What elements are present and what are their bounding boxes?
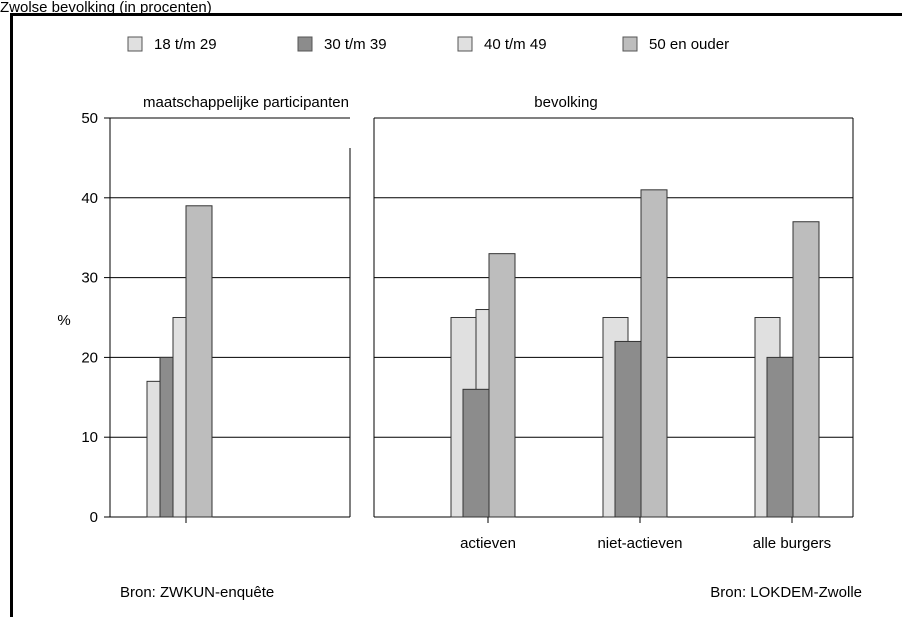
x-tick-label: niet-actieven [597, 535, 682, 552]
legend-label-3: 50 en ouder [649, 36, 729, 53]
y-tick-labels: 0 10 20 30 40 50 [81, 110, 98, 526]
y-tick-label: 30 [81, 270, 98, 287]
left-bars [146, 205, 213, 518]
right-source: Bron: LOKDEM-Zwolle [710, 584, 862, 601]
y-tick-label: 50 [81, 110, 98, 127]
left-source: Bron: ZWKUN-enquête [120, 584, 274, 601]
legend-swatch-2 [457, 36, 473, 52]
left-panel: maatschappelijke participanten % 0 10 20 30… [57, 94, 351, 601]
bar-0-series-1 [462, 388, 490, 518]
bar-1-series-1 [614, 340, 642, 518]
legend-swatch-1 [297, 36, 313, 52]
bar-left-series-3 [185, 205, 213, 518]
legend: 18 t/m 29 30 t/m 39 40 t/m 49 50 en ouder [127, 36, 729, 53]
right-panel-title: bevolking [534, 94, 597, 111]
bar-left-series-2 [172, 317, 187, 518]
bar-left-series-0 [146, 380, 161, 518]
legend-swatch-0 [127, 36, 143, 52]
right-bars [450, 189, 820, 518]
y-tick-label: 40 [81, 190, 98, 207]
y-axis-label: % [57, 312, 70, 329]
x-tick-label: alle burgers [753, 535, 831, 552]
bar-0-series-3 [488, 253, 516, 518]
right-panel: bevolking actieven niet-actieven alle burg… [373, 94, 862, 601]
legend-label-0: 18 t/m 29 [154, 36, 217, 53]
y-tick-label: 10 [81, 429, 98, 446]
bar-2-series-3 [792, 221, 820, 518]
left-gridlines [104, 117, 351, 523]
legend-label-2: 40 t/m 49 [484, 36, 547, 53]
legend-label-1: 30 t/m 39 [324, 36, 387, 53]
y-tick-label: 20 [81, 349, 98, 366]
y-tick-label: 0 [90, 509, 98, 526]
legend-swatch-3 [622, 36, 638, 52]
header-text: Zwolse bevolking (in procenten) [0, 0, 212, 16]
x-tick-label: actieven [460, 535, 516, 552]
bar-2-series-1 [766, 356, 794, 518]
bar-left-series-1 [159, 356, 174, 518]
bar-1-series-3 [640, 189, 668, 518]
figure-frame [10, 13, 902, 617]
left-panel-title: maatschappelijke participanten [143, 94, 349, 111]
x-tick-labels: actieven niet-actieven alle burgers [460, 517, 831, 552]
